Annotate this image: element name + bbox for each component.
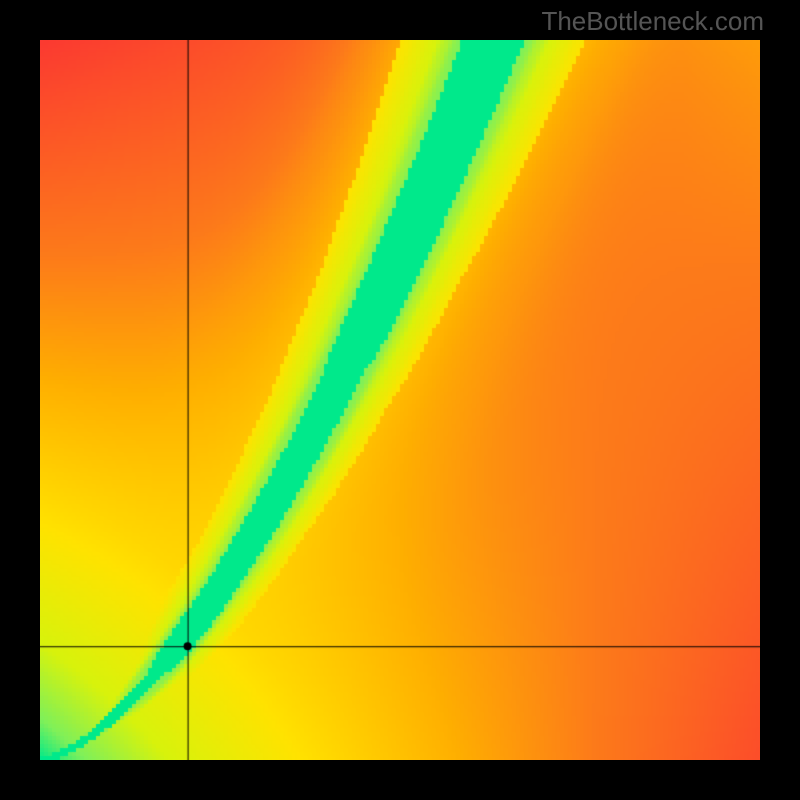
source-watermark: TheBottleneck.com bbox=[541, 6, 764, 37]
chart-container: TheBottleneck.com bbox=[0, 0, 800, 800]
bottleneck-heatmap bbox=[40, 40, 760, 760]
